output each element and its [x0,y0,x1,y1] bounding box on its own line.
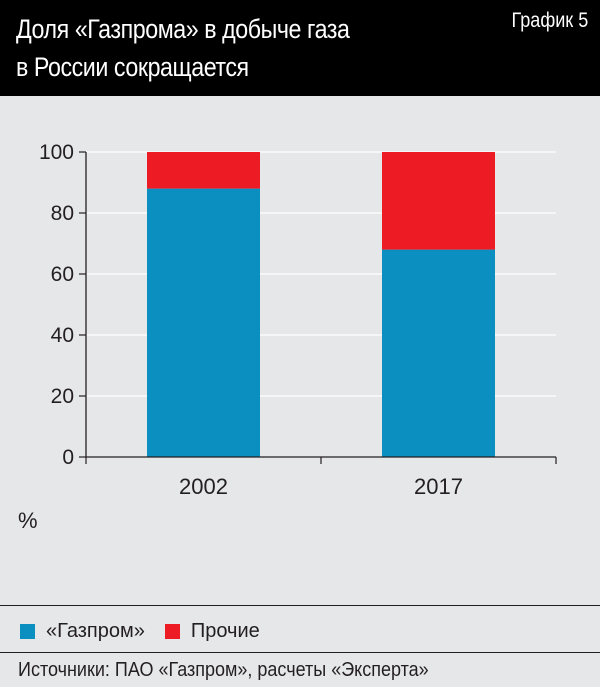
chart-plot: 0 20 40 60 80 100 2002 2017 [39,141,557,499]
y-tick-label-80: 80 [51,202,74,225]
legend: «Газпром» Прочие [20,619,280,643]
y-tick-label-100: 100 [39,141,74,164]
legend-item-other: Прочие [164,619,260,643]
bar-2017-series-1 [382,152,495,250]
y-tick-label-40: 40 [51,324,74,347]
legend-item-gazprom: «Газпром» [20,620,145,643]
legend-label-other: Прочие [190,619,260,642]
bar-2002-series-1 [147,152,260,189]
source-divider [0,652,600,653]
chart-title-line-1: Доля «Газпрома» в добыче газа [16,14,350,44]
y-tick-label-20: 20 [51,385,74,408]
chart-number-label: График 5 [511,9,588,32]
axes: 0 20 40 60 80 100 2002 2017 [39,141,557,499]
header-bar: Доля «Газпрома» в добыче газа в России с… [0,0,600,96]
y-tick-label-60: 60 [51,263,74,286]
bar-2017-series-0 [382,249,495,457]
y-tick-label-0: 0 [62,446,74,469]
bars [147,152,495,457]
legend-divider [0,605,600,606]
legend-label-gazprom: «Газпром» [46,619,145,642]
source-note: Источники: ПАО «Газпром», расчеты «Экспе… [18,659,429,681]
bar-2002-series-0 [147,188,260,457]
x-tick-label-2002: 2002 [179,474,228,499]
x-tick-label-2017: 2017 [414,474,463,499]
chart-title: Доля «Газпрома» в добыче газа в России с… [16,10,420,86]
chart-title-line-2: в России сокращается [16,52,249,82]
legend-swatch-other [164,623,180,639]
legend-swatch-gazprom [20,623,35,639]
y-axis-unit-label: % [18,508,38,533]
